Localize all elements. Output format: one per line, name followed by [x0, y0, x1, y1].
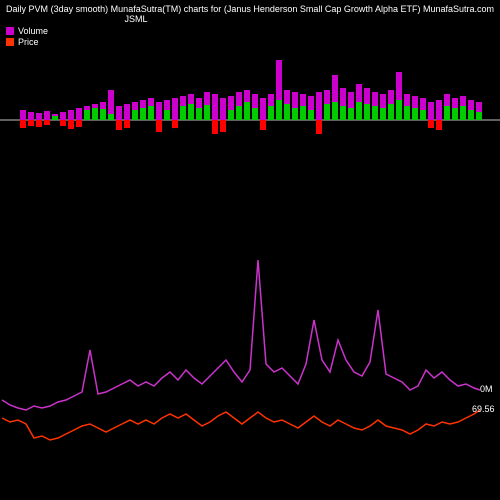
- header-title-row: Daily PVM (3day smooth) MunafaSutra(TM) …: [0, 4, 500, 24]
- price-volume-line-chart: [0, 200, 500, 460]
- price-axis-label: 69.56: [472, 404, 495, 414]
- volume-bar-chart: [0, 40, 500, 160]
- header-left-text: Daily PVM: [6, 4, 48, 24]
- legend-volume-label: Volume: [18, 26, 48, 36]
- volume-swatch-icon: [6, 27, 14, 35]
- header-right-text: (Janus Henderson Small Cap Growth Alpha …: [224, 4, 494, 24]
- header-center-text: (3day smooth) MunafaSutra(TM) charts for…: [48, 4, 224, 24]
- legend-item-volume: Volume: [6, 26, 494, 36]
- volume-axis-label: 0M: [480, 384, 493, 394]
